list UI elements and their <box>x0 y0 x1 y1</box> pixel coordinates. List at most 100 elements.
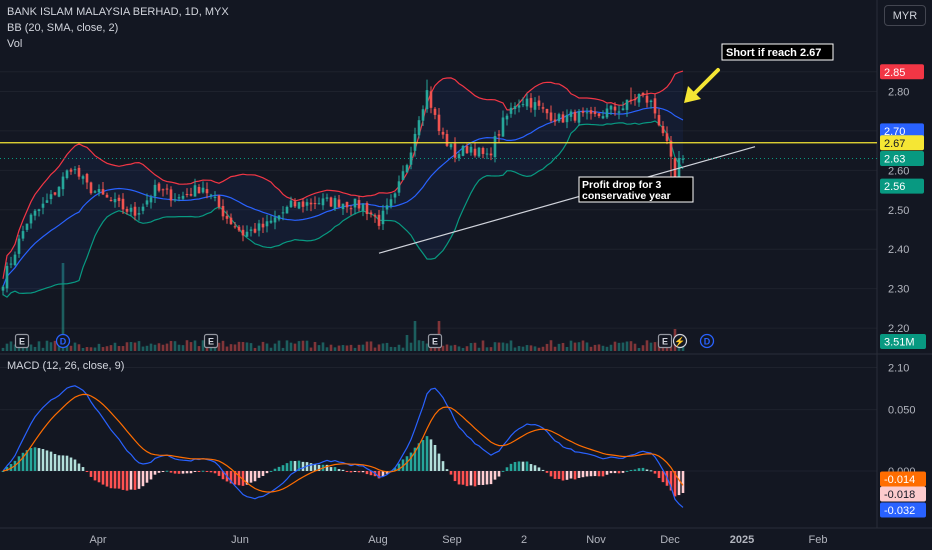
split-marker <box>672 333 688 349</box>
volume-bar <box>565 346 569 351</box>
volume-bar <box>393 347 397 351</box>
candle-body <box>665 133 669 141</box>
macd-histogram-bar <box>333 467 337 471</box>
macd-histogram-bar <box>393 467 397 471</box>
volume-bar <box>361 344 365 351</box>
macd-histogram-bar <box>169 471 173 473</box>
macd-histogram-bar <box>517 461 521 471</box>
candle-body <box>569 111 573 117</box>
candle-body <box>277 215 281 220</box>
candle-body <box>129 207 133 212</box>
volume-last-label: 3.51M <box>884 337 915 349</box>
macd-value-label: -0.032 <box>884 505 915 517</box>
volume-bar <box>425 343 429 351</box>
time-tick-label: Dec <box>660 534 680 546</box>
macd-histogram-bar <box>125 471 129 491</box>
macd-histogram-bar <box>181 471 185 474</box>
volume-bar <box>469 343 473 351</box>
candle-body <box>477 147 481 157</box>
volume-label-bg <box>880 334 926 349</box>
arrow-head <box>684 86 701 103</box>
candle-body <box>433 108 437 115</box>
macd-histogram-bar <box>105 471 109 487</box>
candle-body <box>21 231 25 239</box>
volume-bar <box>377 344 381 351</box>
volume-bar <box>81 347 85 351</box>
volume-bar <box>9 341 13 351</box>
volume-bar <box>169 340 173 351</box>
volume-bar <box>605 346 609 351</box>
macd-histogram-bar <box>441 461 445 471</box>
macd-histogram-bar <box>269 470 273 472</box>
volume-bar <box>1 347 5 351</box>
candle-body <box>549 112 553 121</box>
candle-body <box>573 111 577 121</box>
volume-bar <box>117 346 121 351</box>
macd-histogram-bar <box>637 468 641 471</box>
candle-body <box>641 92 645 96</box>
volume-bar <box>601 345 605 351</box>
volume-bar <box>157 343 161 351</box>
volume-bar <box>321 342 325 351</box>
candle-body <box>385 205 389 210</box>
candle-body <box>89 182 93 194</box>
candle-body <box>113 199 117 203</box>
candle-body <box>45 200 49 203</box>
macd-value-bg <box>880 502 926 518</box>
candle-body <box>417 120 421 136</box>
macd-histogram-bar <box>301 461 305 471</box>
macd-histogram-bar <box>369 471 373 476</box>
candle-body <box>389 199 393 207</box>
candle-body <box>681 158 685 160</box>
candle-body <box>373 215 377 217</box>
volume-bar <box>5 343 9 351</box>
annotation-profit-text: Profit drop for 3 <box>582 179 661 191</box>
macd-histogram-bar <box>585 471 589 477</box>
volume-legend[interactable]: Vol <box>7 38 23 50</box>
macd-histogram-bar <box>573 471 577 480</box>
volume-bar <box>69 345 73 351</box>
macd-histogram-bar <box>273 468 277 471</box>
macd-histogram-bar <box>645 469 649 471</box>
macd-histogram-bar <box>405 456 409 471</box>
candle-body <box>181 195 185 199</box>
volume-bar <box>513 347 517 351</box>
macd-histogram-bar <box>673 471 677 497</box>
volume-bar <box>153 344 157 351</box>
candle-body <box>93 191 97 193</box>
candle-body <box>73 169 77 171</box>
macd-histogram-bar <box>217 471 221 476</box>
candle-body <box>193 185 197 197</box>
candle-body <box>341 203 345 210</box>
candle-body <box>489 153 493 156</box>
macd-histogram-bar <box>281 465 285 471</box>
macd-histogram-bar <box>589 471 593 477</box>
macd-histogram-bar <box>173 471 177 474</box>
volume-bar <box>389 346 393 351</box>
macd-histogram-bar <box>241 471 245 486</box>
bollinger-bands-legend[interactable]: BB (20, SMA, close, 2) <box>7 22 119 34</box>
macd-legend[interactable]: MACD (12, 26, close, 9) <box>7 360 125 372</box>
currency-button[interactable]: MYR <box>884 5 926 26</box>
candle-body <box>645 95 649 103</box>
candle-body <box>281 212 285 214</box>
dividend-marker <box>699 333 715 349</box>
candle-body <box>297 202 301 209</box>
macd-histogram-bar <box>457 471 461 485</box>
macd-histogram-bar <box>493 471 497 480</box>
macd-histogram-bar <box>93 471 97 481</box>
macd-histogram-bar <box>153 471 157 475</box>
macd-layer <box>1 385 685 508</box>
macd-histogram-bar <box>617 471 621 474</box>
macd-histogram-bar <box>309 463 313 471</box>
macd-histogram-bar <box>89 471 93 477</box>
macd-histogram-bar <box>41 449 45 471</box>
candle-body <box>217 195 221 207</box>
volume-bar <box>457 346 461 351</box>
macd-histogram-bar <box>625 470 629 472</box>
volume-bar <box>229 344 233 351</box>
macd-histogram-bar <box>45 450 49 471</box>
macd-histogram-bar <box>141 471 145 487</box>
volume-bar <box>21 347 25 351</box>
